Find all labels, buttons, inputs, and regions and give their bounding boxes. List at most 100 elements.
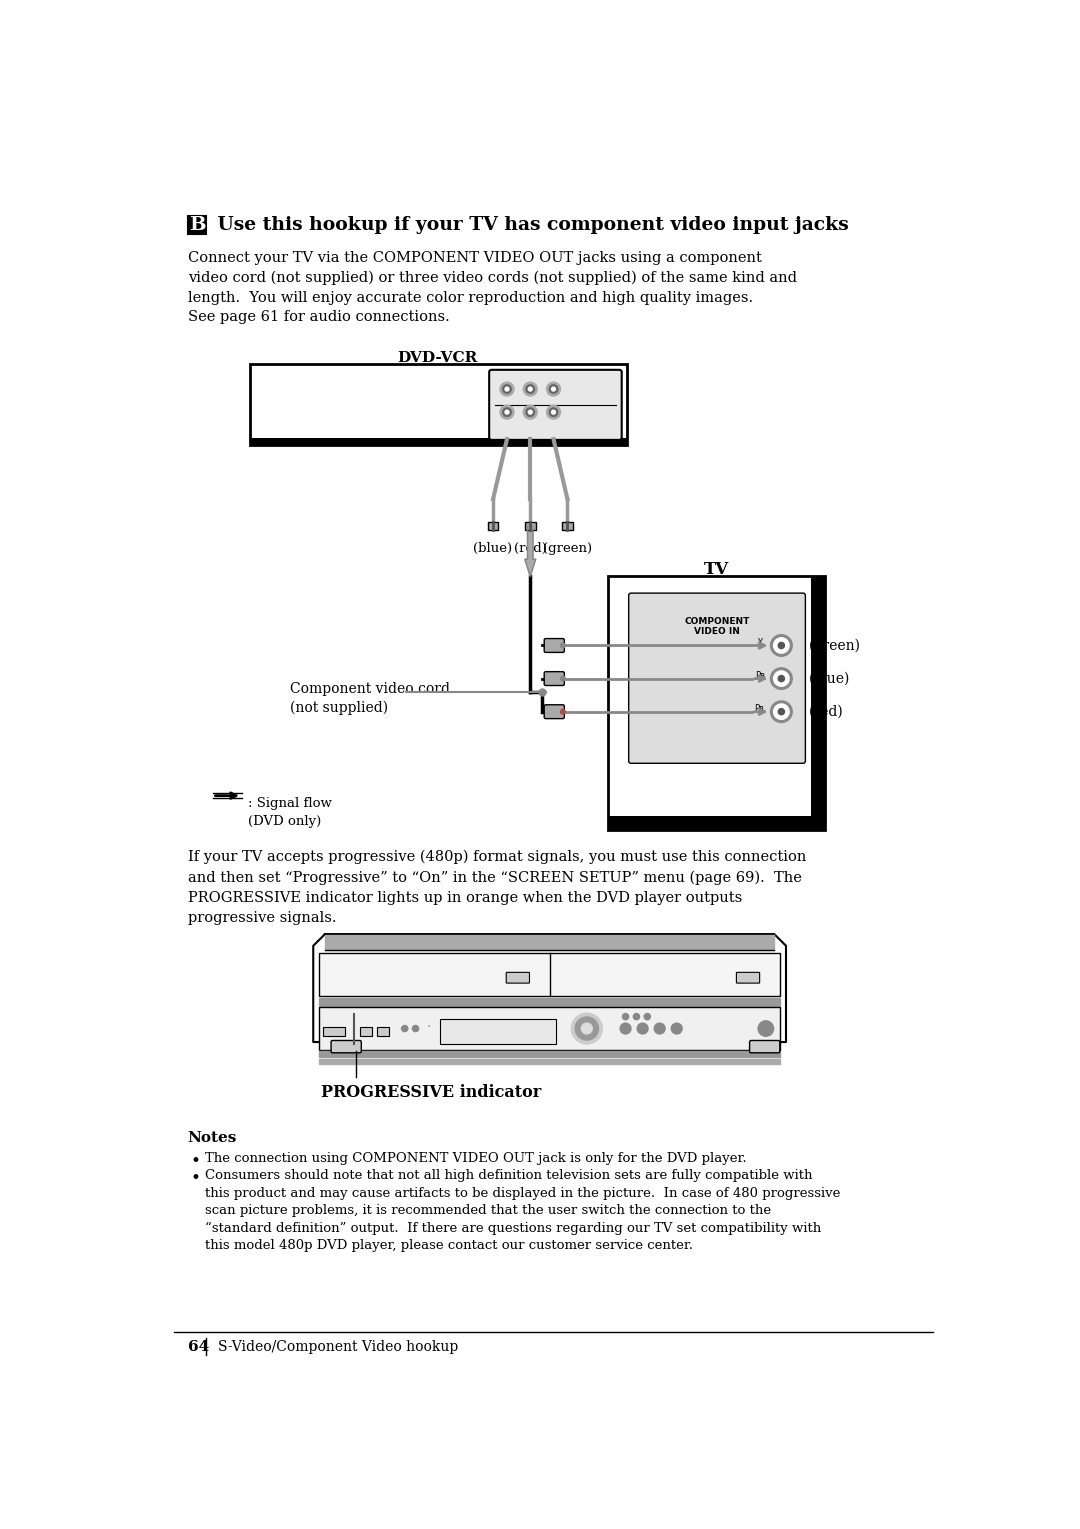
Circle shape — [561, 676, 565, 680]
Text: TV: TV — [704, 561, 729, 578]
Circle shape — [770, 635, 793, 656]
Circle shape — [654, 1023, 665, 1034]
Text: COMPONENT
VIDEO IN: COMPONENT VIDEO IN — [685, 618, 750, 636]
Text: Pʀ: Pʀ — [755, 703, 765, 713]
Bar — [525, 523, 536, 531]
Circle shape — [550, 408, 557, 416]
Text: S-Video/Component Video hookup: S-Video/Component Video hookup — [218, 1339, 458, 1355]
Polygon shape — [320, 998, 780, 1006]
Circle shape — [505, 387, 509, 391]
Circle shape — [561, 709, 565, 714]
Text: .: . — [427, 1015, 431, 1031]
Text: Y: Y — [757, 638, 762, 647]
Text: (blue): (blue) — [809, 671, 851, 685]
Bar — [377, 1027, 389, 1037]
Text: •: • — [191, 1153, 201, 1170]
Circle shape — [779, 708, 784, 714]
Circle shape — [576, 1017, 598, 1040]
Circle shape — [644, 1014, 650, 1020]
Text: •: • — [191, 1170, 201, 1187]
Circle shape — [546, 382, 561, 396]
Text: (blue): (blue) — [473, 541, 513, 555]
FancyBboxPatch shape — [629, 593, 806, 763]
Polygon shape — [313, 934, 786, 1043]
Circle shape — [500, 382, 514, 396]
Circle shape — [528, 387, 532, 391]
Bar — [323, 1027, 345, 1037]
Circle shape — [402, 1026, 408, 1032]
Circle shape — [637, 1023, 648, 1034]
Polygon shape — [320, 1060, 780, 1064]
Circle shape — [633, 1014, 639, 1020]
Bar — [608, 816, 825, 830]
Bar — [249, 437, 627, 445]
Text: : Signal flow
(DVD only): : Signal flow (DVD only) — [248, 797, 332, 829]
Circle shape — [561, 644, 565, 648]
Circle shape — [552, 410, 555, 414]
FancyBboxPatch shape — [332, 1041, 362, 1053]
Bar — [488, 523, 499, 531]
FancyBboxPatch shape — [737, 972, 759, 983]
Circle shape — [620, 1023, 631, 1034]
FancyBboxPatch shape — [507, 972, 529, 983]
Text: Consumers should note that not all high definition television sets are fully com: Consumers should note that not all high … — [205, 1170, 840, 1252]
FancyBboxPatch shape — [750, 1041, 780, 1053]
Text: PROGRESSIVE indicator: PROGRESSIVE indicator — [321, 1084, 541, 1101]
Text: (green): (green) — [809, 638, 861, 653]
Circle shape — [524, 405, 537, 419]
Circle shape — [758, 1021, 773, 1037]
Bar — [811, 576, 825, 830]
Bar — [440, 1020, 556, 1044]
Circle shape — [770, 668, 793, 690]
FancyBboxPatch shape — [544, 705, 565, 719]
Polygon shape — [325, 934, 774, 950]
Circle shape — [502, 408, 511, 416]
Circle shape — [524, 382, 537, 396]
Text: Use this hookup if your TV has component video input jacks: Use this hookup if your TV has component… — [211, 216, 849, 234]
Circle shape — [581, 1023, 592, 1034]
Circle shape — [546, 405, 561, 419]
Bar — [320, 1008, 780, 1050]
Circle shape — [413, 1026, 419, 1032]
Circle shape — [773, 671, 789, 687]
Circle shape — [779, 642, 784, 648]
Circle shape — [552, 387, 555, 391]
Text: DVD-VCR: DVD-VCR — [397, 352, 477, 365]
Circle shape — [770, 700, 793, 723]
Circle shape — [526, 385, 535, 393]
Bar — [249, 364, 627, 445]
Circle shape — [502, 385, 511, 393]
Circle shape — [622, 1014, 629, 1020]
Text: The connection using COMPONENT VIDEO OUT jack is only for the DVD player.: The connection using COMPONENT VIDEO OUT… — [205, 1153, 746, 1165]
Polygon shape — [525, 526, 536, 576]
FancyBboxPatch shape — [489, 370, 622, 440]
Bar — [562, 523, 572, 531]
Circle shape — [773, 638, 789, 653]
Text: (green): (green) — [543, 541, 592, 555]
Text: Component video cord
(not supplied): Component video cord (not supplied) — [291, 682, 450, 716]
Bar — [360, 1027, 373, 1037]
Text: Pʙ: Pʙ — [755, 671, 765, 680]
Text: (red): (red) — [514, 541, 546, 555]
Text: If your TV accepts progressive (480p) format signals, you must use this connecti: If your TV accepts progressive (480p) fo… — [188, 850, 806, 925]
Circle shape — [773, 703, 789, 720]
Text: Connect your TV via the COMPONENT VIDEO OUT jacks using a component
video cord (: Connect your TV via the COMPONENT VIDEO … — [188, 251, 797, 324]
Circle shape — [526, 408, 535, 416]
Circle shape — [571, 1014, 603, 1044]
Text: (red): (red) — [809, 705, 843, 719]
Polygon shape — [320, 1052, 780, 1058]
Circle shape — [500, 405, 514, 419]
Circle shape — [528, 410, 532, 414]
Bar — [608, 576, 825, 830]
Text: B: B — [189, 216, 205, 234]
FancyBboxPatch shape — [544, 671, 565, 685]
FancyBboxPatch shape — [544, 639, 565, 653]
Text: Notes: Notes — [188, 1130, 238, 1145]
FancyBboxPatch shape — [188, 216, 206, 234]
Circle shape — [672, 1023, 683, 1034]
Circle shape — [779, 676, 784, 682]
Text: 64: 64 — [188, 1339, 208, 1355]
Circle shape — [505, 410, 509, 414]
Bar — [320, 954, 780, 995]
Circle shape — [550, 385, 557, 393]
